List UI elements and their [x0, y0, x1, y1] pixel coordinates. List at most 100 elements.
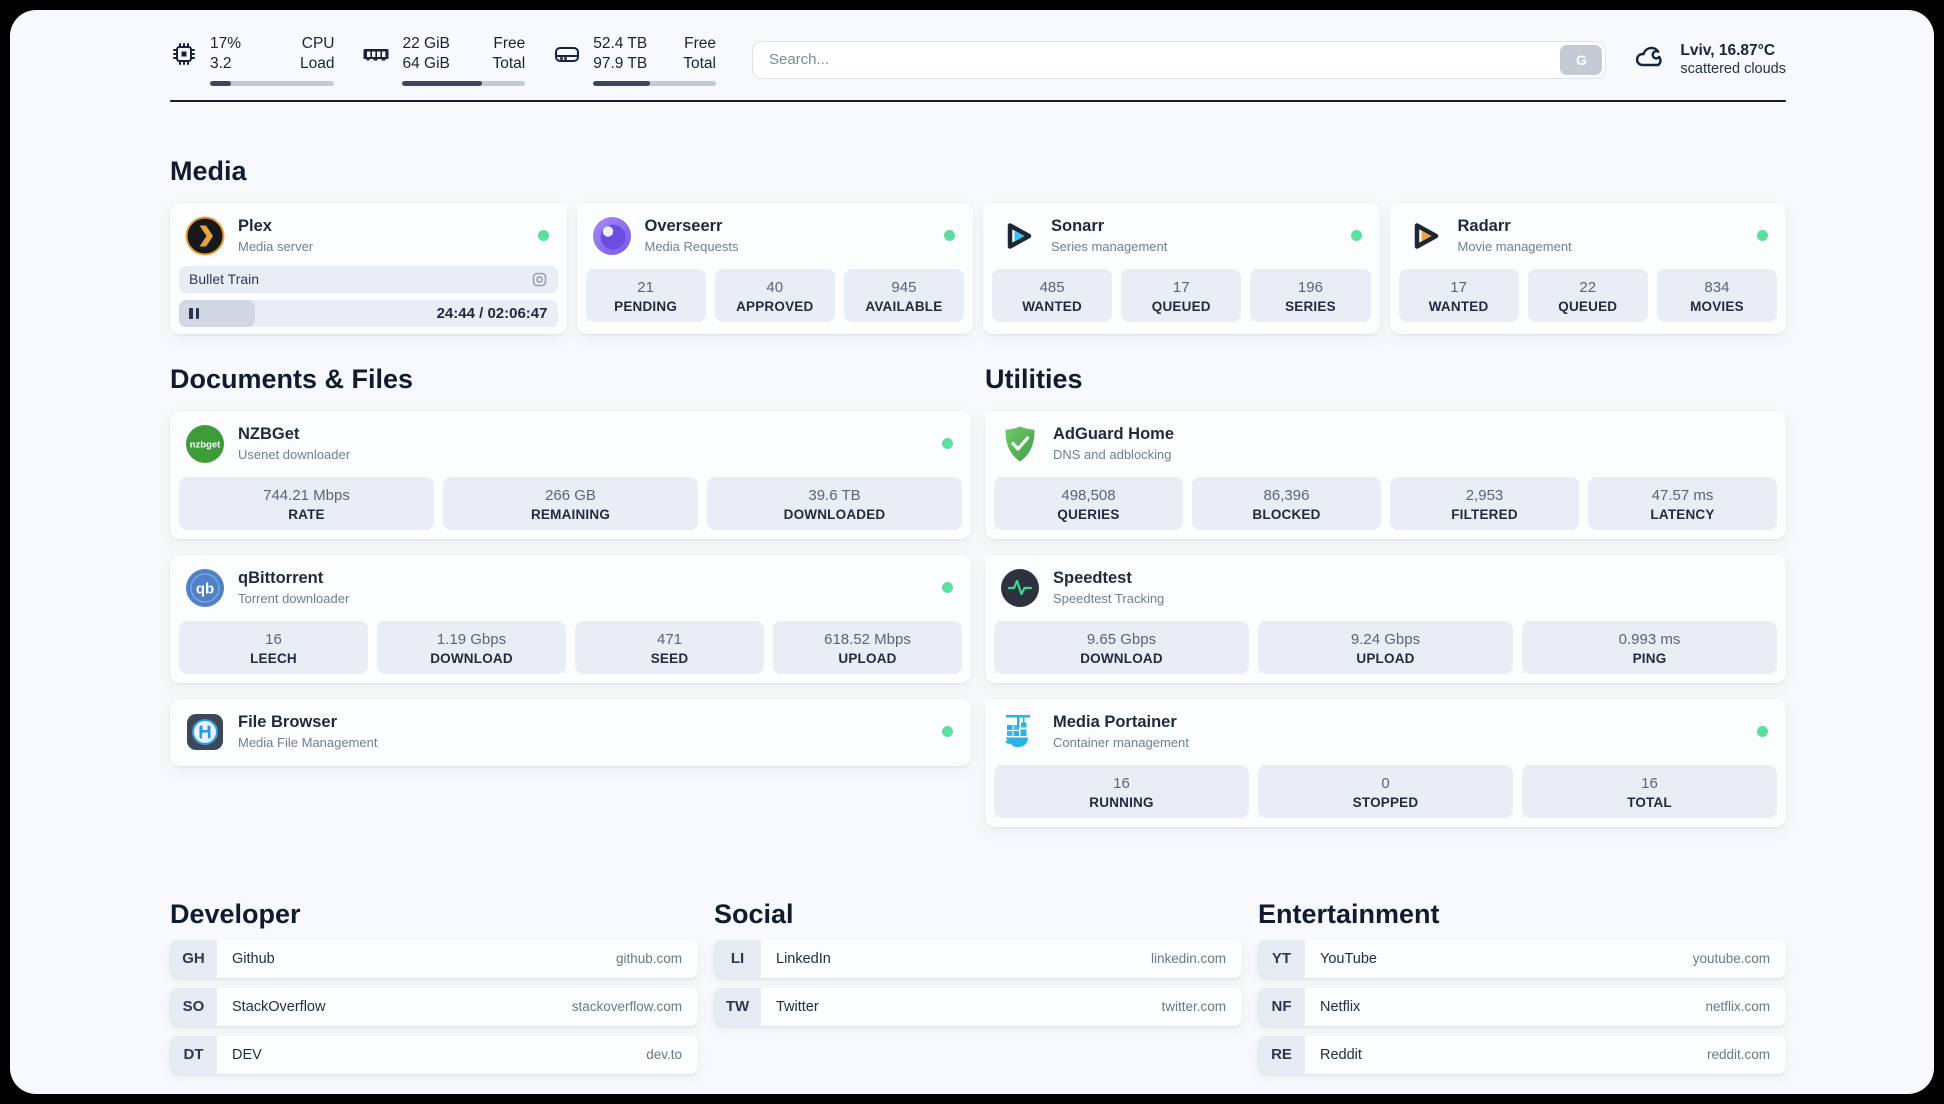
link-name: LinkedIn — [776, 950, 831, 967]
app-card-radarr[interactable]: Radarr Movie management 17 WANTED 22 QUE… — [1389, 202, 1786, 334]
disk-total-value: 97.9 TB — [593, 55, 648, 73]
disk-free-value: 52.4 TB — [593, 35, 648, 52]
link-github[interactable]: GH Github github.com — [170, 939, 698, 978]
section-utilities: Utilities AdGuard Home — [985, 364, 1786, 843]
memory-progress-bar — [402, 80, 526, 86]
status-online-dot — [942, 582, 953, 594]
portainer-icon — [1000, 712, 1040, 752]
link-abbr: NF — [1258, 987, 1305, 1026]
app-subtitle: DNS and adblocking — [1053, 447, 1172, 463]
playback-progress-row: 24:44 / 02:06:47 — [179, 299, 558, 327]
memory-total-label: Total — [492, 55, 526, 73]
link-linkedin[interactable]: LI LinkedIn linkedin.com — [714, 939, 1242, 978]
link-youtube[interactable]: YT YouTube youtube.com — [1258, 939, 1786, 978]
section-title-developer: Developer — [170, 898, 301, 929]
link-name: Netflix — [1320, 998, 1361, 1015]
section-title-social: Social — [714, 898, 794, 929]
link-abbr: GH — [170, 939, 217, 978]
stat-download: 9.65 Gbps DOWNLOAD — [994, 620, 1249, 674]
stat-filtered: 2,953 FILTERED — [1390, 476, 1579, 530]
link-name: DEV — [232, 1046, 262, 1063]
section-social: Social LI LinkedIn linkedin.com TW Twitt… — [714, 899, 1242, 1074]
link-twitter[interactable]: TW Twitter twitter.com — [714, 987, 1242, 1026]
link-netflix[interactable]: NF Netflix netflix.com — [1258, 987, 1786, 1026]
stat-total: 16 TOTAL — [1522, 764, 1777, 818]
app-card-adguard[interactable]: AdGuard Home DNS and adblocking 498,508 … — [985, 410, 1786, 539]
stat-latency: 47.57 ms LATENCY — [1588, 476, 1777, 530]
radarr-icon — [1405, 216, 1445, 256]
status-online-dot — [1350, 230, 1362, 242]
disk-progress-bar — [593, 80, 716, 86]
cpu-load-label: Load — [300, 55, 335, 73]
search-input[interactable] — [751, 40, 1607, 79]
stat-wanted: 17 WANTED — [1398, 268, 1519, 322]
sonarr-icon — [998, 216, 1038, 256]
stat-wanted: 485 WANTED — [992, 268, 1113, 322]
disk-icon — [553, 34, 581, 73]
app-subtitle: Series management — [1051, 239, 1168, 255]
section-title-entertainment: Entertainment — [1258, 898, 1440, 929]
filebrowser-icon — [185, 712, 225, 752]
link-name: StackOverflow — [232, 998, 326, 1015]
app-subtitle: Media server — [238, 239, 314, 255]
stat-ping: 0.993 ms PING — [1522, 620, 1777, 674]
status-online-dot — [942, 726, 953, 738]
playback-time: 24:44 / 02:06:47 — [436, 304, 548, 322]
cloud-icon — [1632, 39, 1668, 80]
link-name: YouTube — [1320, 950, 1377, 967]
stat-upload: 618.52 Mbps UPLOAD — [773, 620, 962, 674]
svg-text:qb: qb — [196, 580, 214, 597]
link-abbr: YT — [1258, 939, 1305, 978]
app-card-qbittorrent[interactable]: qb qBittorrent Torrent downloader 16 LEE… — [170, 554, 971, 683]
cpu-load-value: 3.2 — [210, 55, 232, 73]
link-name: Twitter — [776, 998, 819, 1015]
cpu-progress-bar — [210, 80, 335, 86]
cpu-label: CPU — [301, 35, 335, 52]
pause-button[interactable] — [189, 307, 199, 319]
cpu-usage-value: 17% — [210, 35, 242, 52]
link-reddit[interactable]: RE Reddit reddit.com — [1258, 1035, 1786, 1074]
link-abbr: SO — [170, 987, 217, 1026]
app-card-overseerr[interactable]: Overseerr Media Requests 21 PENDING 40 A… — [576, 202, 973, 334]
app-name: qBittorrent — [238, 569, 324, 588]
link-url: dev.to — [646, 1047, 682, 1063]
now-playing-row: Bullet Train — [179, 265, 558, 293]
stat-blocked: 86,396 BLOCKED — [1192, 476, 1381, 530]
stat-pending: 21 PENDING — [585, 268, 706, 322]
app-card-filebrowser[interactable]: File Browser Media File Management — [170, 698, 971, 766]
stat-approved: 40 APPROVED — [714, 268, 835, 322]
status-online-dot — [1757, 230, 1768, 242]
status-online-dot — [537, 230, 549, 242]
nzbget-icon: nzbget — [185, 424, 225, 464]
app-card-portainer[interactable]: Media Portainer Container management 16 … — [985, 698, 1786, 827]
section-title-utilities: Utilities — [985, 363, 1083, 394]
link-abbr: DT — [170, 1035, 217, 1074]
link-stackoverflow[interactable]: SO StackOverflow stackoverflow.com — [170, 987, 698, 1026]
app-name: Speedtest — [1053, 569, 1132, 588]
link-abbr: RE — [1258, 1035, 1305, 1074]
app-subtitle: Movie management — [1457, 239, 1572, 255]
link-dev[interactable]: DT DEV dev.to — [170, 1035, 698, 1074]
app-card-nzbget[interactable]: nzbget NZBGet Usenet downloader 744.21 M… — [170, 410, 971, 539]
app-card-sonarr[interactable]: Sonarr Series management 485 WANTED 17 Q… — [983, 202, 1380, 334]
overseerr-icon — [592, 216, 632, 256]
search-engine-button[interactable]: G — [1560, 44, 1603, 75]
search-box: G — [751, 40, 1607, 79]
stat-downloaded: 39.6 TB DOWNLOADED — [707, 476, 962, 530]
status-online-dot — [942, 438, 953, 450]
app-card-speedtest[interactable]: Speedtest Speedtest Tracking 9.65 Gbps D… — [985, 554, 1786, 683]
memory-free-value: 22 GiB — [402, 35, 450, 52]
section-title-media: Media — [170, 155, 247, 186]
link-name: Reddit — [1320, 1046, 1362, 1063]
app-name: File Browser — [238, 713, 338, 732]
now-playing-poster-icon[interactable] — [531, 271, 548, 288]
weather-condition: scattered clouds — [1680, 61, 1786, 78]
adguard-icon — [1000, 424, 1040, 464]
app-name: Sonarr — [1051, 217, 1105, 236]
section-entertainment: Entertainment YT YouTube youtube.com NF … — [1258, 899, 1786, 1074]
memory-free-label: Free — [493, 35, 526, 52]
svg-text:nzbget: nzbget — [190, 439, 221, 450]
app-card-plex[interactable]: Plex Media server Bullet Train — [170, 202, 567, 334]
disk-free-label: Free — [684, 35, 716, 52]
link-url: youtube.com — [1692, 951, 1770, 967]
